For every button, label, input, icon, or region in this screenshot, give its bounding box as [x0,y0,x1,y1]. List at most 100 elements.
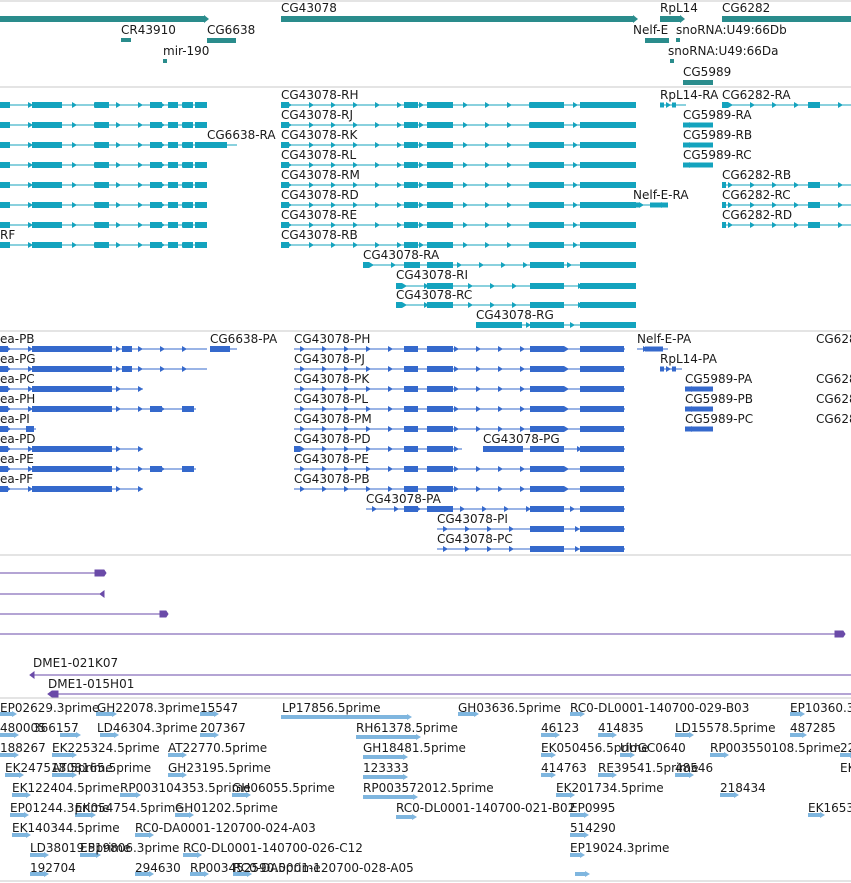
protein-glyph-cg5989[interactable] [685,406,713,412]
protein-glyph-cg43078-pg[interactable] [483,446,625,452]
est-label-514290[interactable]: 514290 [570,821,616,835]
gene-label-cg6638[interactable]: CG6638 [207,23,255,37]
est-label-gh01202-5prime[interactable]: GH01202.5prime [175,801,278,815]
est-label-gh03636-5prime[interactable]: GH03636.5prime [458,701,561,715]
est-glyph[interactable] [200,732,219,738]
est-glyph[interactable] [356,734,421,740]
protein-glyph-ea-pf[interactable] [0,486,143,492]
est-glyph[interactable] [96,711,117,717]
protein-label-cg5989-pb[interactable]: CG5989-PB [685,392,753,406]
gene-label-cg43078[interactable]: CG43078 [281,1,337,15]
transcript-label-cg6282-rb[interactable]: CG6282-RB [722,168,791,182]
est-label-487285[interactable]: 487285 [790,721,836,735]
est-label-at22770-5prime[interactable]: AT22770.5prime [168,741,267,755]
est-label-rc0-dl0001-140700-021-b02[interactable]: RC0-DL0001-140700-021-B02 [396,801,575,815]
est-label-ep10360-3[interactable]: EP10360.3 [790,701,851,715]
protein-label-cg43078-pi[interactable]: CG43078-PI [437,512,508,526]
gene-bar-mir-190[interactable] [163,59,167,63]
est-glyph[interactable] [675,772,694,778]
protein-label-ea-pi[interactable]: ea-PI [0,412,30,426]
est-glyph[interactable] [598,732,617,738]
protein-glyph-cg43078[interactable] [294,366,625,372]
est-label-ek247518-5prime[interactable]: EK247518.5prime [5,761,113,775]
est-glyph[interactable] [200,711,219,717]
protein-label-cg43078-pb[interactable]: CG43078-PB [294,472,370,486]
est-glyph[interactable] [808,812,825,818]
est-glyph[interactable] [790,711,805,717]
est-glyph[interactable] [570,812,589,818]
protein-label-cg43078-pa[interactable]: CG43078-PA [366,492,442,506]
protein-glyph-ea-ph[interactable] [0,406,196,412]
est-label-15547[interactable]: 15547 [200,701,238,715]
clone-label-dme1-021k07[interactable]: DME1-021K07 [33,656,118,670]
est-label-ep02629-3prime[interactable]: EP02629.3prime [0,701,99,715]
transcript-glyph-cg43078[interactable] [281,222,636,228]
gene-label-cr43910[interactable]: CR43910 [121,23,176,37]
est-glyph[interactable] [541,772,556,778]
est-label-lp17856-5prime[interactable]: LP17856.5prime [282,701,381,715]
est-glyph[interactable] [135,832,154,838]
protein-label-ea-pd[interactable]: ea-PD [0,432,36,446]
transcript-glyph-left[interactable] [0,162,207,168]
est-glyph[interactable] [183,852,202,858]
protein-glyph-ea-pc[interactable] [0,386,143,392]
est-label-ek054754-5prime[interactable]: EK054754.5prime [75,801,183,815]
transcript-glyph-nelf-e-ra[interactable] [633,202,668,208]
est-glyph[interactable] [120,792,141,798]
est-label-ep19024-3prime[interactable]: EP19024.3prime [570,841,669,855]
transcript-glyph-cg43078[interactable] [281,242,636,248]
est-label-gh22078-3prime[interactable]: GH22078.3prime [97,701,200,715]
transcript-label-cg6638-ra[interactable]: CG6638-RA [207,128,276,142]
protein-label-cg43078-pd[interactable]: CG43078-PD [294,432,371,446]
transcript-label-cg43078-rc[interactable]: CG43078-RC [396,288,472,302]
transcript-glyph-cg43078[interactable] [281,102,636,108]
gene-label-mir-190[interactable]: mir-190 [163,44,209,58]
transcript-glyph-cg5989[interactable] [683,162,713,168]
protein-label-cg43078-ph[interactable]: CG43078-PH [294,332,370,346]
transcript-glyph-cg6282[interactable] [722,222,851,228]
est-glyph[interactable] [135,871,154,877]
est-glyph[interactable] [675,732,694,738]
transcript-glyph-left[interactable] [0,102,207,108]
est-glyph[interactable] [541,732,560,738]
est-label-ld38019-5prime[interactable]: LD38019.5prime [30,841,131,855]
est-glyph[interactable] [30,871,49,877]
transcript-label-cg43078-rh[interactable]: CG43078-RH [281,88,359,102]
gene-bar-rpl14[interactable] [660,16,680,22]
protein-glyph-cg6638-pa[interactable] [210,346,237,352]
protein-glyph-ea-pi[interactable] [0,426,36,432]
gene-label-rpl14[interactable]: RpL14 [660,1,698,15]
gene-label-cg5989[interactable]: CG5989 [683,65,731,79]
est-glyph[interactable] [0,711,17,717]
est-glyph[interactable] [570,852,585,858]
est-label-218434[interactable]: 218434 [720,781,766,795]
protein-glyph-cg5989[interactable] [685,426,713,432]
protein-label-cg5989-pa[interactable]: CG5989-PA [685,372,753,386]
est-label-ek140344-5prime[interactable]: EK140344.5prime [12,821,120,835]
transcript-glyph-cg43078-ra[interactable] [363,262,636,268]
gene-label-snorna-u49-66da[interactable]: snoRNA:U49:66Da [668,44,779,58]
est-label-414763[interactable]: 414763 [541,761,587,775]
transcript-glyph-cg43078[interactable] [281,142,636,148]
clone-label-dme1-015h01[interactable]: DME1-015H01 [48,677,134,691]
transcript-label-cg43078-rm[interactable]: CG43078-RM [281,168,360,182]
est-glyph[interactable] [575,871,590,877]
est-label-rc0-da0001-120700-024-a03[interactable]: RC0-DA0001-120700-024-A03 [135,821,316,835]
est-glyph[interactable] [363,754,408,760]
est-glyph[interactable] [363,774,408,780]
est-label-ek122404-5prime[interactable]: EK122404.5prime [12,781,120,795]
protein-label-cg43078-pj[interactable]: CG43078-PJ [294,352,365,366]
transcript-glyph-left[interactable] [0,202,207,208]
transcript-label-cg43078-rl[interactable]: CG43078-RL [281,148,357,162]
transcript-label-cg5989-rb[interactable]: CG5989-RB [683,128,752,142]
est-label-rh61378-5prime[interactable]: RH61378.5prime [356,721,458,735]
est-label-re39541-5prime[interactable]: RE39541.5prime [598,761,699,775]
est-label-192704[interactable]: 192704 [30,861,76,875]
est-glyph[interactable] [52,752,77,758]
est-glyph[interactable] [12,832,31,838]
protein-label-cg628[interactable]: CG628 [816,332,851,346]
protein-glyph-ea-pe[interactable] [0,466,196,472]
transcript-glyph-left[interactable] [0,122,207,128]
transcript-label-cg43078-ra[interactable]: CG43078-RA [363,248,440,262]
transcript-label-cg6282-rc[interactable]: CG6282-RC [722,188,791,202]
